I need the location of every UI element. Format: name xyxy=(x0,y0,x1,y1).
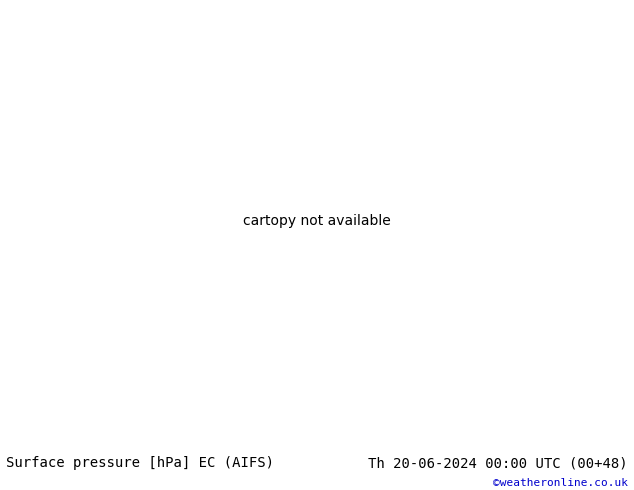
Text: ©weatheronline.co.uk: ©weatheronline.co.uk xyxy=(493,478,628,488)
Text: Th 20-06-2024 00:00 UTC (00+48): Th 20-06-2024 00:00 UTC (00+48) xyxy=(368,456,628,470)
Text: Surface pressure [hPa] EC (AIFS): Surface pressure [hPa] EC (AIFS) xyxy=(6,456,275,470)
Text: cartopy not available: cartopy not available xyxy=(243,215,391,228)
